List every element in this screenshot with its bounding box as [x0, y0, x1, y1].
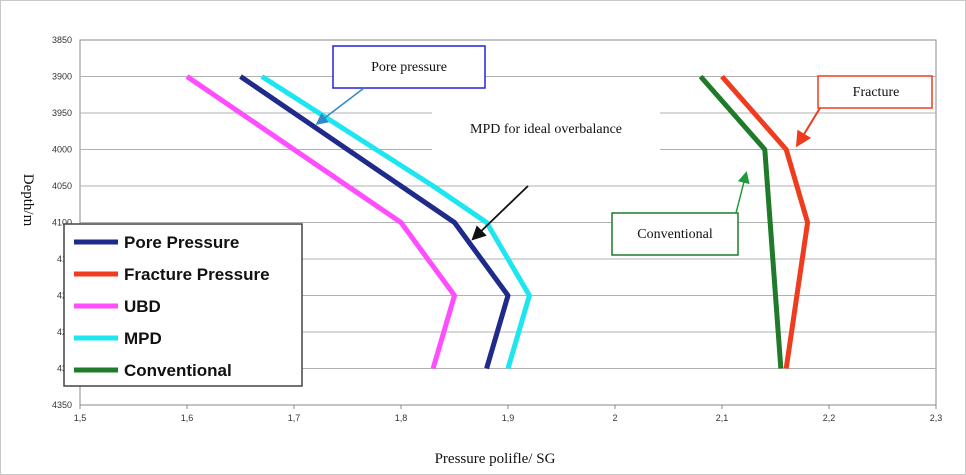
callout-fracture-text: Fracture	[853, 85, 900, 100]
x-tick-labels: 1,5 1,6 1,7 1,8 1,9 2 2,1 2,2 2,3	[74, 405, 943, 423]
callout-conventional-arrow	[735, 171, 750, 214]
x-tick-label: 2,2	[823, 413, 836, 423]
callout-conventional: Conventional	[611, 171, 750, 256]
x-axis-title: Pressure polifle/ SG	[435, 451, 556, 467]
legend: Pore Pressure Fracture Pressure UBD MPD Conv…	[63, 223, 303, 387]
y-tick-label: 3900	[52, 72, 72, 82]
series-line-mpd	[260, 74, 532, 370]
y-tick-label: 4350	[52, 400, 72, 410]
legend-label-conventional: Conventional	[124, 361, 232, 380]
legend-label-mpd: MPD	[124, 329, 162, 348]
series-layer	[185, 74, 811, 370]
callout-pore-pressure-arrow	[315, 87, 365, 125]
callout-conventional-box	[611, 212, 739, 256]
x-tick-label: 1,9	[502, 413, 515, 423]
y-tick-label: 4100	[52, 218, 72, 228]
callout-fracture: Fracture	[795, 75, 933, 148]
x-tick-label: 1,5	[74, 413, 87, 423]
callout-mpd: MPD for ideal overbalance	[432, 108, 660, 241]
x-tick-label: 2,1	[716, 413, 729, 423]
series-line-ubd	[185, 74, 457, 370]
legend-label-fracture-pressure: Fracture Pressure	[124, 265, 270, 284]
callout-mpd-box	[432, 108, 660, 154]
y-tick-label: 4000	[52, 145, 72, 155]
callout-conventional-text: Conventional	[637, 227, 713, 242]
series-line-pore-pressure	[239, 74, 511, 370]
callout-pore-pressure-box	[332, 45, 486, 89]
x-tick-label: 1,7	[288, 413, 301, 423]
legend-label-ubd: UBD	[124, 297, 161, 316]
callout-fracture-box	[817, 75, 933, 109]
callout-mpd-arrow	[471, 185, 529, 241]
y-tick-label: 3950	[52, 108, 72, 118]
x-tick-label: 2,3	[930, 413, 943, 423]
legend-label-pore-pressure: Pore Pressure	[124, 233, 239, 252]
callout-mpd-text: MPD for ideal overbalance	[470, 122, 622, 137]
callout-fracture-arrow	[795, 107, 821, 148]
series-line-fracture-pressure	[720, 74, 811, 369]
callout-pore-pressure-text: Pore pressure	[371, 60, 447, 75]
x-tick-label: 1,6	[181, 413, 194, 423]
callout-pore-pressure: Pore pressure	[315, 45, 486, 125]
x-tick-label: 1,8	[395, 413, 408, 423]
y-axis-title: Depth/m	[20, 174, 36, 227]
y-tick-label: 4050	[52, 181, 72, 191]
x-tick-label: 2	[612, 413, 617, 423]
y-tick-label: 3850	[52, 35, 72, 45]
series-line-conventional	[698, 74, 784, 369]
